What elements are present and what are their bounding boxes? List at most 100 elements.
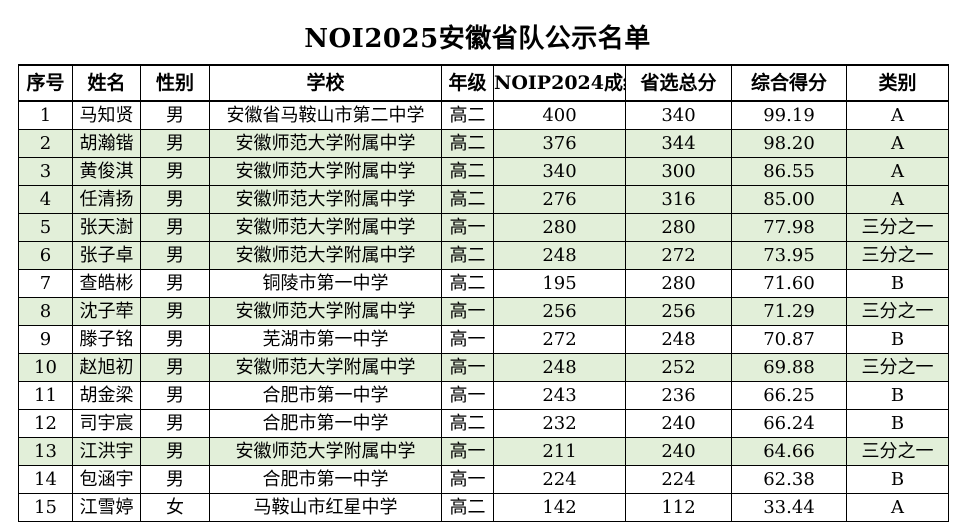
- cell-grade: 高一: [441, 437, 494, 466]
- cell-category: A: [846, 100, 949, 130]
- cell-school: 安徽省马鞍山市第二中学: [209, 100, 442, 130]
- cell-gender: 男: [140, 381, 210, 410]
- cell-no: 15: [18, 493, 73, 522]
- table-row: 6 张子卓男安徽师范大学附属中学 高二 248 272 73.95 三分之一: [18, 241, 949, 270]
- cell-category: 三分之一: [846, 213, 949, 242]
- cell-noip-score: 142: [493, 493, 626, 522]
- column-header-name: 姓名: [72, 64, 141, 102]
- cell-no: 6: [18, 241, 73, 270]
- cell-gender: 男: [140, 297, 210, 326]
- cell-school: 合肥市第一中学: [209, 465, 442, 494]
- cell-noip-score: 232: [493, 409, 626, 438]
- cell-category: A: [846, 493, 949, 522]
- cell-category: 三分之一: [846, 353, 949, 382]
- cell-no: 14: [18, 465, 73, 494]
- cell-composite-score: 66.24: [731, 409, 847, 438]
- cell-category: B: [846, 465, 949, 494]
- table-row: 11 胡金梁男合肥市第一中学 高一 243 236 66.25 B: [18, 381, 949, 410]
- cell-no: 13: [18, 437, 73, 466]
- cell-provincial-total: 256: [625, 297, 732, 326]
- table-body: 1 马知贤男安徽省马鞍山市第二中学 高二 400 340 99.19 A 2 胡瀚锴男安徽师范大…: [18, 100, 949, 522]
- roster-table: 序号 姓名 性别 学校 年级 NOIP2024成绩 省选总分 综合得分 类别 1…: [18, 64, 949, 522]
- table-row: 1 马知贤男安徽省马鞍山市第二中学 高二 400 340 99.19 A: [18, 100, 949, 130]
- cell-gender: 女: [140, 493, 210, 522]
- table-row: 10 赵旭初男安徽师范大学附属中学 高一 248 252 69.88 三分之一: [18, 353, 949, 382]
- cell-no: 5: [18, 213, 73, 242]
- cell-composite-score: 73.95: [731, 241, 847, 270]
- cell-category: B: [846, 269, 949, 298]
- cell-no: 3: [18, 157, 73, 186]
- cell-provincial-total: 224: [625, 465, 732, 494]
- cell-name: 马知贤: [72, 100, 141, 130]
- cell-category: B: [846, 325, 949, 354]
- cell-grade: 高二: [441, 269, 494, 298]
- table-row: 2 胡瀚锴男安徽师范大学附属中学 高二 376 344 98.20 A: [18, 129, 949, 158]
- cell-no: 2: [18, 129, 73, 158]
- cell-school: 安徽师范大学附属中学: [209, 157, 442, 186]
- cell-name: 查皓彬: [72, 269, 141, 298]
- cell-school: 安徽师范大学附属中学: [209, 437, 442, 466]
- cell-name: 司宇宸: [72, 409, 141, 438]
- cell-school: 合肥市第一中学: [209, 409, 442, 438]
- cell-name: 胡瀚锴: [72, 129, 141, 158]
- cell-school: 安徽师范大学附属中学: [209, 185, 442, 214]
- cell-no: 7: [18, 269, 73, 298]
- cell-gender: 男: [140, 213, 210, 242]
- cell-composite-score: 62.38: [731, 465, 847, 494]
- cell-no: 9: [18, 325, 73, 354]
- cell-composite-score: 70.87: [731, 325, 847, 354]
- cell-category: A: [846, 129, 949, 158]
- cell-no: 1: [18, 100, 73, 130]
- cell-composite-score: 71.60: [731, 269, 847, 298]
- table-row: 15 江雪婷女马鞍山市红星中学 高二 142 112 33.44 A: [18, 493, 949, 522]
- cell-noip-score: 248: [493, 353, 626, 382]
- cell-school: 马鞍山市红星中学: [209, 493, 442, 522]
- cell-gender: 男: [140, 157, 210, 186]
- cell-composite-score: 85.00: [731, 185, 847, 214]
- column-header-gender: 性别: [140, 64, 210, 102]
- cell-noip-score: 376: [493, 129, 626, 158]
- cell-name: 江洪宇: [72, 437, 141, 466]
- cell-noip-score: 280: [493, 213, 626, 242]
- cell-no: 4: [18, 185, 73, 214]
- table-row: 8 沈子荦男安徽师范大学附属中学 高一 256 256 71.29 三分之一: [18, 297, 949, 326]
- column-header-category: 类别: [846, 64, 949, 102]
- cell-gender: 男: [140, 325, 210, 354]
- cell-school: 合肥市第一中学: [209, 381, 442, 410]
- cell-school: 铜陵市第一中学: [209, 269, 442, 298]
- cell-composite-score: 98.20: [731, 129, 847, 158]
- cell-noip-score: 256: [493, 297, 626, 326]
- column-header-school: 学校: [209, 64, 442, 102]
- cell-provincial-total: 272: [625, 241, 732, 270]
- cell-grade: 高一: [441, 353, 494, 382]
- column-header-composite-score: 综合得分: [731, 64, 847, 102]
- cell-composite-score: 66.25: [731, 381, 847, 410]
- cell-noip-score: 340: [493, 157, 626, 186]
- cell-noip-score: 276: [493, 185, 626, 214]
- cell-category: B: [846, 409, 949, 438]
- cell-composite-score: 69.88: [731, 353, 847, 382]
- cell-no: 11: [18, 381, 73, 410]
- cell-grade: 高一: [441, 465, 494, 494]
- column-header-noip-score: NOIP2024成绩: [493, 64, 626, 102]
- cell-provincial-total: 280: [625, 269, 732, 298]
- cell-school: 芜湖市第一中学: [209, 325, 442, 354]
- cell-grade: 高一: [441, 213, 494, 242]
- cell-provincial-total: 300: [625, 157, 732, 186]
- cell-grade: 高二: [441, 241, 494, 270]
- cell-composite-score: 64.66: [731, 437, 847, 466]
- cell-provincial-total: 240: [625, 437, 732, 466]
- cell-school: 安徽师范大学附属中学: [209, 241, 442, 270]
- cell-provincial-total: 340: [625, 100, 732, 130]
- cell-no: 10: [18, 353, 73, 382]
- cell-grade: 高二: [441, 100, 494, 130]
- cell-grade: 高二: [441, 493, 494, 522]
- cell-school: 安徽师范大学附属中学: [209, 297, 442, 326]
- cell-provincial-total: 280: [625, 213, 732, 242]
- cell-composite-score: 77.98: [731, 213, 847, 242]
- cell-gender: 男: [140, 437, 210, 466]
- cell-gender: 男: [140, 129, 210, 158]
- cell-gender: 男: [140, 269, 210, 298]
- cell-gender: 男: [140, 353, 210, 382]
- cell-name: 包涵宇: [72, 465, 141, 494]
